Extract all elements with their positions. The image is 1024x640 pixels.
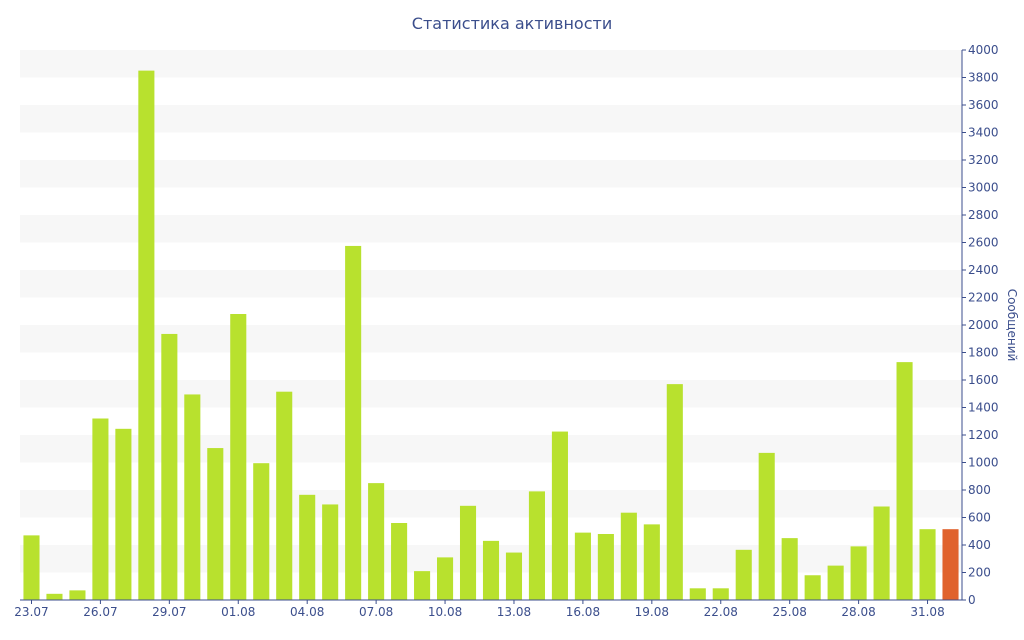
x-tick-label: 25.08 [773, 605, 807, 619]
x-tick-label: 01.08 [221, 605, 255, 619]
grid-band [20, 50, 962, 78]
y-tick-label: 3600 [968, 98, 999, 112]
bar-28.08[interactable] [850, 546, 867, 600]
y-tick-label: 2800 [968, 208, 999, 222]
bar-01.09[interactable] [942, 529, 959, 600]
y-tick-label: 800 [968, 483, 991, 497]
bar-27.07[interactable] [115, 428, 132, 600]
y-tick-label: 3800 [968, 71, 999, 85]
y-tick-label: 1000 [968, 456, 999, 470]
bar-20.08[interactable] [666, 384, 683, 600]
chart-title: Статистика активности [411, 14, 613, 33]
bar-08.08[interactable] [391, 523, 408, 600]
bar-29.07[interactable] [161, 333, 178, 600]
bar-13.08[interactable] [505, 552, 523, 600]
bar-14.08[interactable] [528, 491, 545, 600]
bar-19.08[interactable] [643, 524, 660, 600]
y-tick-label: 3400 [968, 126, 999, 140]
x-tick-label: 07.08 [359, 605, 393, 619]
x-tick-label: 22.08 [704, 605, 738, 619]
bar-26.08[interactable] [804, 575, 821, 600]
bar-30.07[interactable] [184, 394, 201, 600]
y-tick-label: 2600 [968, 236, 999, 250]
bar-05.08[interactable] [322, 504, 339, 600]
bar-09.08[interactable] [414, 571, 431, 600]
y-tick-label: 3000 [968, 181, 999, 195]
y-tick-label: 2400 [968, 263, 999, 277]
bar-23.07[interactable] [23, 535, 40, 600]
axes-group: 23.07 26.07 29.07 01.08 04.08 07.08 10.08 13.08… [14, 43, 1019, 619]
bar-25.08[interactable] [781, 538, 798, 600]
bar-17.08[interactable] [597, 534, 614, 600]
bar-31.08[interactable] [919, 529, 936, 600]
grid-band [20, 160, 962, 188]
bar-10.08[interactable] [437, 557, 454, 600]
bar-26.07[interactable] [92, 418, 109, 601]
grid-band [20, 215, 962, 243]
y-tick-label: 0 [968, 593, 976, 607]
bar-21.08[interactable] [689, 588, 706, 600]
grid-band [20, 105, 962, 133]
y-tick-label: 400 [968, 538, 991, 552]
y-tick-label: 2000 [968, 318, 999, 332]
bar-04.08[interactable] [299, 494, 316, 600]
bar-22.08[interactable] [712, 588, 729, 600]
x-tick-label: 28.08 [841, 605, 875, 619]
bars-group [23, 70, 959, 601]
bar-06.08[interactable] [345, 245, 362, 600]
bar-12.08[interactable] [482, 540, 500, 600]
x-tick-label: 23.07 [14, 605, 48, 619]
y-tick-label: 3200 [968, 153, 999, 167]
bar-07.08[interactable] [368, 483, 385, 600]
x-tick-label: 10.08 [428, 605, 462, 619]
y-tick-label: 4000 [968, 43, 999, 57]
bar-28.07[interactable] [138, 70, 155, 600]
x-tick-label: 04.08 [290, 605, 324, 619]
x-tick-label: 13.08 [497, 605, 531, 619]
x-tick-label: 31.08 [910, 605, 944, 619]
bar-30.08[interactable] [896, 362, 913, 600]
y-tick-label: 200 [968, 566, 991, 580]
bar-11.08[interactable] [459, 505, 477, 600]
bar-02.08[interactable] [253, 463, 270, 600]
y-tick-label: 2200 [968, 291, 999, 305]
bar-27.08[interactable] [827, 565, 844, 600]
y-tick-label: 1200 [968, 428, 999, 442]
bar-24.07[interactable] [46, 593, 63, 600]
bar-31.07[interactable] [207, 448, 224, 600]
bar-01.08[interactable] [230, 314, 247, 600]
y-tick-label: 1800 [968, 346, 999, 360]
y-tick-label: 600 [968, 511, 991, 525]
y-tick-label: 1600 [968, 373, 999, 387]
bar-29.08[interactable] [873, 506, 890, 601]
bar-24.08[interactable] [758, 452, 775, 600]
x-tick-label: 16.08 [566, 605, 600, 619]
x-tick-label: 19.08 [635, 605, 669, 619]
bar-03.08[interactable] [276, 391, 293, 600]
grid-band [20, 270, 962, 298]
y-tick-label: 1400 [968, 401, 999, 415]
bar-23.08[interactable] [735, 549, 752, 600]
bar-16.08[interactable] [574, 532, 591, 600]
bar-25.07[interactable] [69, 590, 86, 600]
x-tick-label: 26.07 [83, 605, 117, 619]
y-axis-label: Сообщений [1005, 289, 1019, 362]
x-tick-label: 29.07 [152, 605, 186, 619]
bar-18.08[interactable] [620, 512, 637, 600]
bar-15.08[interactable] [551, 431, 568, 600]
